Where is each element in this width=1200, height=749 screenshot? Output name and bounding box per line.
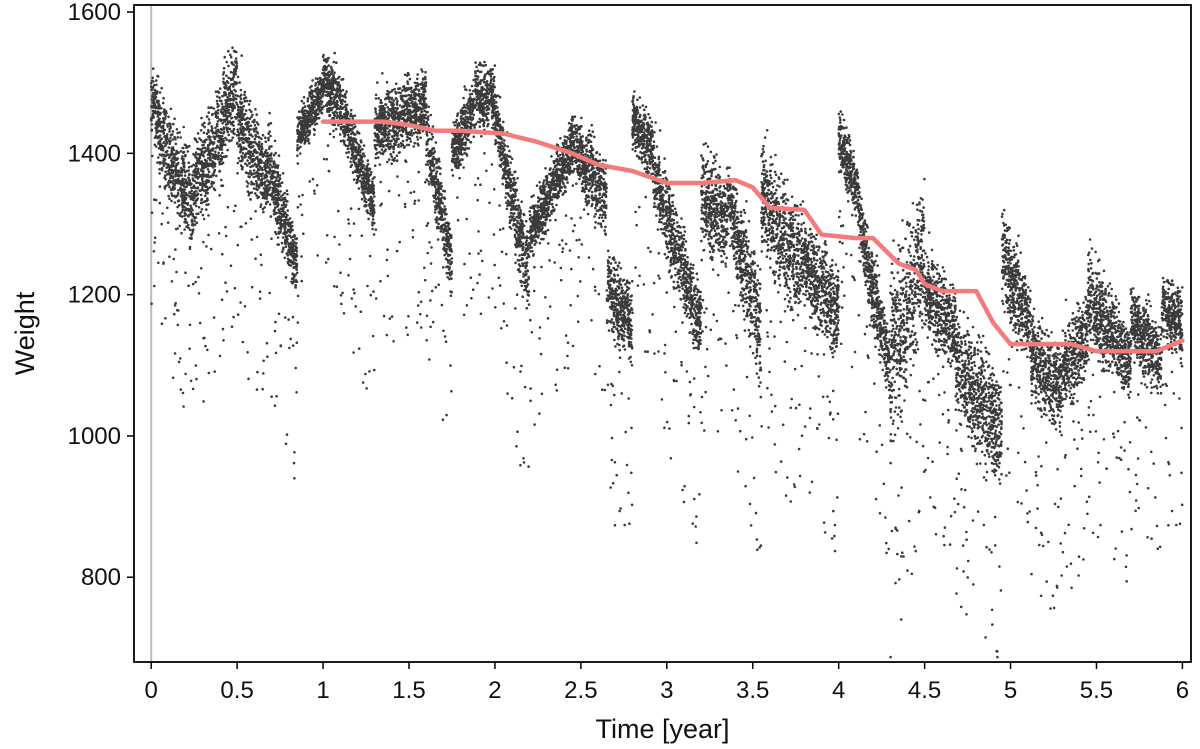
y-tick-label: 1600 bbox=[68, 0, 121, 26]
x-axis-title: Time [year] bbox=[595, 714, 729, 744]
x-tick-label: 4.5 bbox=[908, 677, 941, 704]
x-tick-label: 0.5 bbox=[220, 677, 253, 704]
x-tick-label: 1 bbox=[316, 677, 329, 704]
y-tick-label: 800 bbox=[81, 564, 121, 591]
x-tick-label: 5.5 bbox=[1080, 677, 1113, 704]
x-axis: 0 0.5 1 1.5 2 2.5 3 3.5 4 4.5 5 5.5 6 bbox=[145, 662, 1189, 704]
x-tick-label: 0 bbox=[145, 677, 158, 704]
x-tick-label: 3.5 bbox=[736, 677, 769, 704]
x-tick-label: 3 bbox=[660, 677, 673, 704]
y-axis-title: Weight bbox=[10, 291, 40, 375]
trend-line bbox=[320, 119, 1185, 354]
scatter-points bbox=[149, 46, 1184, 659]
x-tick-label: 4 bbox=[832, 677, 845, 704]
scatter-point-cloud bbox=[149, 46, 1184, 659]
x-tick-label: 2 bbox=[488, 677, 501, 704]
y-tick-label: 1200 bbox=[68, 282, 121, 309]
y-tick-label: 1400 bbox=[68, 140, 121, 167]
x-tick-label: 6 bbox=[1176, 677, 1189, 704]
y-tick-label: 1000 bbox=[68, 423, 121, 450]
x-tick-label: 5 bbox=[1004, 677, 1017, 704]
plot-frame bbox=[133, 4, 1192, 663]
y-axis: 800 1000 1200 1400 1600 bbox=[68, 0, 134, 591]
x-tick-label: 2.5 bbox=[564, 677, 597, 704]
x-tick-label: 1.5 bbox=[392, 677, 425, 704]
